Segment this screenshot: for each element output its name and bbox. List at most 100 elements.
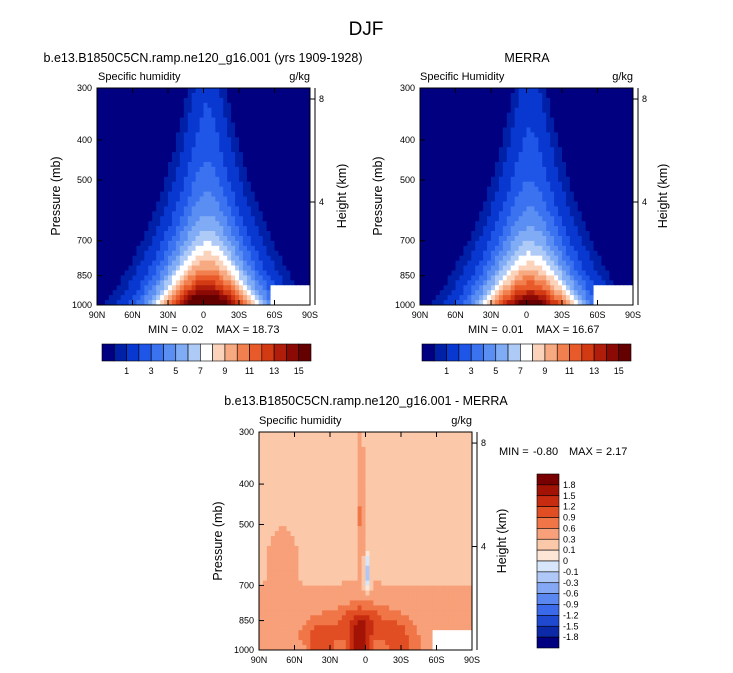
field-cell (187, 226, 193, 232)
field-cell (187, 171, 193, 178)
field-cell (487, 211, 492, 217)
field-cell (463, 285, 468, 291)
field-cell (108, 157, 114, 163)
field-cell (463, 191, 468, 198)
field-cell (132, 181, 138, 188)
field-cell (625, 152, 630, 158)
field-cell (108, 201, 114, 207)
field-cell (156, 152, 161, 158)
field-cell (621, 231, 626, 237)
field-cell (124, 300, 130, 305)
field-cell (207, 211, 212, 217)
field-cell (518, 181, 524, 188)
field-cell (581, 250, 587, 257)
field-cell (148, 295, 153, 301)
field-cell (100, 226, 106, 232)
field-cell (108, 260, 114, 267)
field-cell (605, 240, 610, 247)
field-cell (526, 171, 532, 178)
field-cell (298, 152, 303, 158)
field-cell (175, 290, 181, 296)
field-cell (100, 186, 106, 193)
field-cell (160, 260, 165, 267)
field-cell (483, 191, 488, 198)
field-cell (278, 176, 283, 183)
field-cell (455, 127, 461, 133)
field-cell (164, 147, 169, 153)
field-cell (423, 161, 429, 168)
field-cell (467, 196, 472, 203)
field-cell (199, 240, 205, 247)
colorbar-label: 9 (222, 366, 227, 376)
field-cell (621, 221, 626, 227)
field-cell (569, 92, 575, 99)
field-cell (112, 97, 118, 104)
field-cell (223, 122, 228, 129)
field-cell (298, 285, 303, 291)
field-cell (266, 171, 272, 178)
field-cell (132, 295, 138, 301)
field-cell (593, 107, 599, 114)
field-cell (506, 250, 512, 257)
colorbar-box (569, 343, 583, 362)
field-cell (546, 92, 551, 99)
field-cell (302, 191, 307, 198)
y-tick-label: 850 (400, 271, 415, 281)
field-cell (322, 436, 327, 443)
field-cell (187, 161, 193, 168)
field-cell (175, 122, 181, 129)
field-cell (160, 226, 165, 232)
field-cell (502, 196, 508, 203)
field-cell (108, 250, 114, 257)
field-cell (175, 127, 181, 133)
field-cell (613, 221, 618, 227)
field-cell (246, 117, 252, 124)
field-cell (589, 201, 595, 207)
field-cell (502, 216, 508, 222)
field-cell (471, 290, 476, 296)
field-cell (136, 260, 141, 267)
field-cell (463, 102, 468, 109)
field-cell (483, 300, 488, 305)
field-cell (423, 245, 429, 252)
field-cell (629, 142, 633, 148)
field-cell (522, 260, 528, 267)
field-cell (215, 285, 220, 291)
field-cell (447, 300, 453, 305)
field-cell (152, 290, 157, 296)
field-cell (510, 206, 516, 212)
field-cell (601, 275, 606, 281)
field-cell (223, 112, 228, 119)
field-cell (195, 157, 201, 163)
field-cell (246, 295, 252, 301)
field-cell (510, 290, 516, 296)
field-cell (573, 132, 579, 138)
panel-merra-max-value: 16.67 (572, 324, 600, 336)
field-cell (613, 132, 618, 138)
field-cell (585, 260, 591, 267)
field-cell (467, 300, 472, 305)
field-cell (239, 88, 244, 94)
field-cell (617, 127, 622, 133)
field-cell (278, 142, 283, 148)
field-cell (585, 250, 591, 257)
field-cell (152, 231, 157, 237)
field-cell (128, 97, 134, 104)
field-cell (302, 275, 307, 281)
field-cell (104, 250, 110, 257)
field-cell (262, 290, 268, 296)
field-cell (518, 201, 524, 207)
field-cell (494, 240, 500, 247)
field-cell (502, 107, 508, 114)
field-cell (262, 221, 268, 227)
field-cell (235, 161, 240, 168)
field-cell (467, 216, 472, 222)
field-cell (171, 245, 177, 252)
field-cell (443, 196, 449, 203)
field-cell (223, 285, 228, 291)
field-cell (219, 245, 224, 252)
field-cell (585, 280, 591, 286)
field-cell (601, 245, 606, 252)
field-cell (546, 211, 551, 217)
field-cell (420, 231, 425, 237)
